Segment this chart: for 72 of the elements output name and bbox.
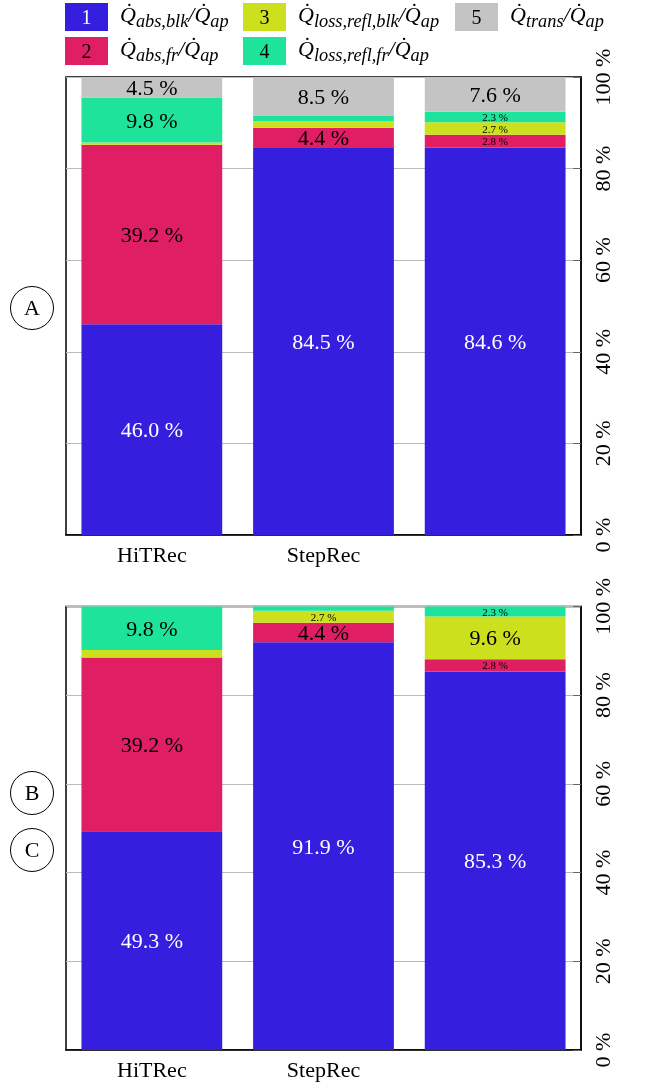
- data-label: 39.2 %: [120, 222, 183, 248]
- text: 5: [455, 3, 498, 31]
- data-label: 9.6 %: [469, 625, 521, 651]
- bar: [81, 649, 223, 658]
- data-label: 4.4 %: [297, 620, 350, 646]
- bar: [81, 324, 223, 535]
- bar: [424, 122, 566, 135]
- data-label: 4.5 %: [126, 74, 178, 100]
- legend-label: Q̇$_{abs,blk}$/Q̇$_{ap}$: [120, 1, 229, 33]
- y-tick-label: 60 %: [589, 760, 615, 807]
- bar: [424, 616, 566, 660]
- data-label: 2.3 %: [482, 605, 508, 618]
- y-tick-label: 100 %: [589, 578, 615, 635]
- data-label: 8.5 %: [297, 83, 350, 109]
- y-tick-label: 80 %: [589, 145, 615, 192]
- data-label: 9.8 %: [126, 615, 178, 641]
- data-label: 46.0 %: [120, 417, 183, 443]
- data-label: 2.8 %: [482, 659, 508, 672]
- x-tick-label: StepRec: [286, 1056, 361, 1082]
- y-tick-label: 0 %: [589, 517, 615, 553]
- data-label: 91.9 %: [292, 833, 355, 859]
- data-label: 4.4 %: [297, 125, 350, 151]
- x-tick-label: StepRec: [286, 541, 361, 567]
- data-label: 85.3 %: [464, 848, 527, 874]
- bar: [81, 142, 223, 145]
- data-label: 7.6 %: [469, 81, 521, 107]
- y-tick-label: 60 %: [589, 237, 615, 284]
- text: B: [10, 771, 54, 815]
- x-tick-label: HiTRec: [117, 541, 187, 567]
- bar: [253, 115, 394, 121]
- data-label: 49.3 %: [120, 928, 183, 954]
- bar: [253, 610, 394, 623]
- bar: [81, 144, 223, 325]
- text: C: [10, 828, 54, 872]
- data-label: 84.5 %: [292, 328, 355, 354]
- text: 1: [65, 3, 108, 31]
- y-tick-label: 20 %: [589, 938, 615, 985]
- y-tick-label: 40 %: [589, 849, 615, 896]
- data-label: 2.7 %: [482, 122, 508, 135]
- bar: [424, 606, 566, 617]
- bar: [424, 134, 566, 148]
- y-tick-label: 80 %: [589, 672, 615, 719]
- bar: [424, 671, 566, 1050]
- text: 2: [65, 37, 108, 65]
- text: A: [10, 286, 54, 330]
- bar: [81, 97, 223, 143]
- text: 3: [243, 3, 286, 31]
- y-tick-label: 20 %: [589, 420, 615, 467]
- bar: [253, 147, 394, 535]
- bar: [81, 606, 223, 650]
- y-tick-label: 40 %: [589, 328, 615, 375]
- bar: [81, 657, 223, 832]
- legend-label: Q̇$_{loss,refl,blk}$/Q̇$_{ap}$: [298, 1, 440, 33]
- bar: [424, 659, 566, 672]
- y-tick-label: 100 %: [589, 48, 615, 106]
- data-label: 39.2 %: [120, 731, 183, 757]
- data-label: 2.7 %: [310, 610, 337, 623]
- legend-label: Q̇$_{trans}$/Q̇$_{ap}$: [510, 1, 604, 33]
- bar: [253, 642, 394, 1050]
- bar: [81, 831, 223, 1050]
- legend-label: Q̇$_{abs,fr}$/Q̇$_{ap}$: [120, 35, 219, 67]
- bar: [253, 120, 394, 128]
- text: 4: [243, 37, 286, 65]
- data-label: 2.8 %: [482, 135, 508, 148]
- x-tick-label: HiTRec: [117, 1056, 187, 1082]
- bar: [424, 147, 566, 535]
- bar: [253, 606, 394, 611]
- legend-label: Q̇$_{loss,refl,fr}$/Q̇$_{ap}$: [298, 35, 429, 67]
- data-label: 84.6 %: [464, 328, 527, 354]
- data-label: 9.8 %: [126, 107, 178, 133]
- y-tick-label: 0 %: [589, 1032, 615, 1068]
- data-label: 2.3 %: [482, 111, 508, 124]
